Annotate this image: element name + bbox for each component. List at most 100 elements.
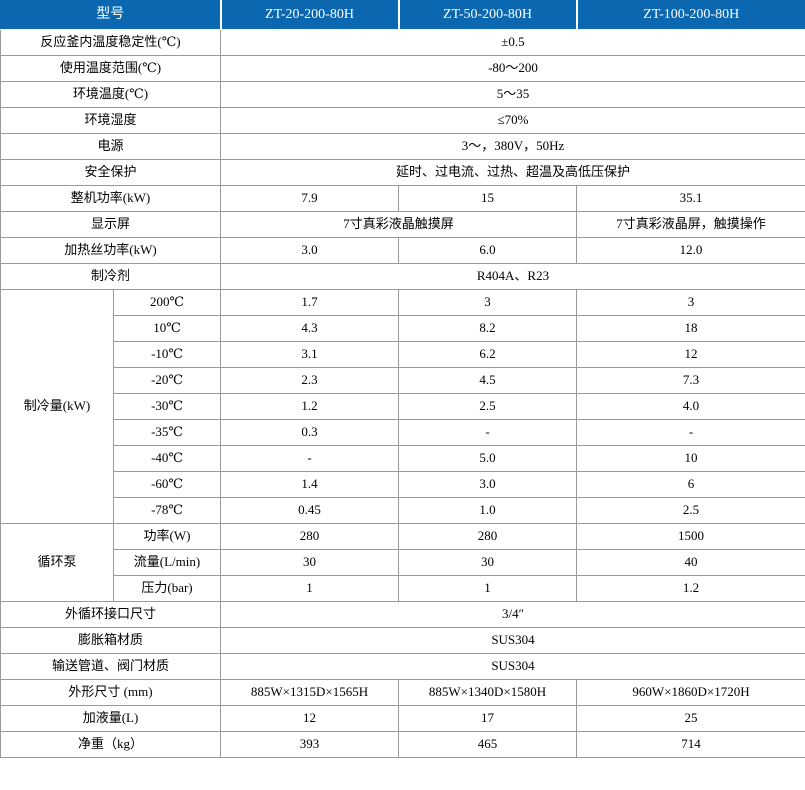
row-value-merged: SUS304 [220, 627, 805, 654]
cooling-value-1: 2.3 [220, 367, 399, 394]
pump-row: 压力(bar) 1 1 1.2 [1, 575, 805, 602]
row-label: 电源 [0, 133, 221, 160]
pump-sub-label: 流量(L/min) [113, 549, 221, 576]
cooling-temp-label: 10℃ [113, 315, 221, 342]
row-label: 显示屏 [0, 211, 221, 238]
cooling-temp-label: -35℃ [113, 419, 221, 446]
row-value-merged-two: 7寸真彩液晶触摸屏 [220, 211, 577, 238]
table-row: 显示屏 7寸真彩液晶触摸屏 7寸真彩液晶屏，触摸操作 [0, 211, 805, 238]
table-row: 加热丝功率(kW) 3.0 6.0 12.0 [0, 237, 805, 264]
cooling-value-1: 0.45 [220, 497, 399, 524]
pump-group-label: 循环泵 [0, 523, 114, 602]
cooling-value-3: 18 [576, 315, 805, 342]
pump-row: 循环泵 功率(W) 280 280 1500 [0, 523, 805, 602]
pump-value-2: 1 [398, 575, 577, 602]
pump-value-3: 1500 [576, 523, 805, 550]
row-label: 输送管道、阀门材质 [0, 653, 221, 680]
row-value-3: 7寸真彩液晶屏，触摸操作 [576, 211, 805, 238]
cooling-value-2: - [398, 419, 577, 446]
pump-value-1: 280 [220, 523, 399, 550]
row-label: 整机功率(kW) [0, 185, 221, 212]
cooling-value-1: 3.1 [220, 341, 399, 368]
row-label: 环境温度(℃) [0, 81, 221, 108]
cooling-value-2: 3 [398, 289, 577, 316]
row-label: 环境湿度 [0, 107, 221, 134]
table-row: 制冷剂 R404A、R23 [0, 263, 805, 290]
row-label: 加液量(L) [0, 705, 221, 732]
cooling-row: 制冷量(kW) 200℃ 1.7 3 3 [0, 289, 805, 524]
row-value-2: 6.0 [398, 237, 577, 264]
row-label: 膨胀箱材质 [0, 627, 221, 654]
row-value-merged: R404A、R23 [220, 263, 805, 290]
cooling-row: -20℃ 2.3 4.5 7.3 [1, 367, 805, 394]
cooling-value-2: 3.0 [398, 471, 577, 498]
pump-sub-label: 功率(W) [113, 523, 221, 550]
cooling-row: -30℃ 1.2 2.5 4.0 [1, 393, 805, 420]
table-body: 反应釜内温度稳定性(℃) ±0.5 使用温度范围(℃) -80〜200 环境温度… [0, 29, 805, 758]
cooling-temp-label: -20℃ [113, 367, 221, 394]
table-row: 整机功率(kW) 7.9 15 35.1 [0, 185, 805, 212]
table-row: 净重（kg） 393 465 714 [0, 731, 805, 758]
row-value-merged: 3〜，380V，50Hz [220, 133, 805, 160]
row-value-1: 393 [220, 731, 399, 758]
row-value-1: 885W×1315D×1565H [220, 679, 399, 706]
table-row: 外循环接口尺寸 3/4″ [0, 601, 805, 628]
cooling-value-1: 1.7 [220, 289, 399, 316]
table-row: 加液量(L) 12 17 25 [0, 705, 805, 732]
specification-table: 型号 ZT-20-200-80H ZT-50-200-80H ZT-100-20… [0, 0, 805, 758]
row-value-merged: 3/4″ [220, 601, 805, 628]
table-row: 环境温度(℃) 5〜35 [0, 81, 805, 108]
pump-row: 流量(L/min) 30 30 40 [1, 549, 805, 576]
row-value-3: 714 [576, 731, 805, 758]
cooling-temp-label: -78℃ [113, 497, 221, 524]
pump-value-3: 40 [576, 549, 805, 576]
header-model-3: ZT-100-200-80H [575, 0, 805, 30]
row-value-merged: ±0.5 [220, 29, 805, 56]
row-value-merged: -80〜200 [220, 55, 805, 82]
row-value-2: 17 [398, 705, 577, 732]
row-label: 外形尺寸 (mm) [0, 679, 221, 706]
cooling-row: -10℃ 3.1 6.2 12 [1, 341, 805, 368]
cooling-value-2: 6.2 [398, 341, 577, 368]
cooling-temp-label: 200℃ [113, 289, 221, 316]
row-value-3: 25 [576, 705, 805, 732]
cooling-value-3: 7.3 [576, 367, 805, 394]
row-value-1: 12 [220, 705, 399, 732]
row-value-1: 7.9 [220, 185, 399, 212]
cooling-value-1: 0.3 [220, 419, 399, 446]
row-value-2: 885W×1340D×1580H [398, 679, 577, 706]
cooling-value-3: 12 [576, 341, 805, 368]
cooling-row: 10℃ 4.3 8.2 18 [1, 315, 805, 342]
cooling-value-1: - [220, 445, 399, 472]
pump-value-3: 1.2 [576, 575, 805, 602]
cooling-value-1: 4.3 [220, 315, 399, 342]
cooling-value-3: 3 [576, 289, 805, 316]
table-row: 外形尺寸 (mm) 885W×1315D×1565H 885W×1340D×15… [0, 679, 805, 706]
row-label: 安全保护 [0, 159, 221, 186]
table-row: 输送管道、阀门材质 SUS304 [0, 653, 805, 680]
header-model-2: ZT-50-200-80H [397, 0, 577, 30]
cooling-temp-label: -10℃ [113, 341, 221, 368]
cooling-value-3: 10 [576, 445, 805, 472]
pump-value-1: 30 [220, 549, 399, 576]
pump-value-2: 30 [398, 549, 577, 576]
cooling-value-3: 6 [576, 471, 805, 498]
row-label: 外循环接口尺寸 [0, 601, 221, 628]
table-row: 安全保护 延时、过电流、过热、超温及高低压保护 [0, 159, 805, 186]
cooling-value-3: - [576, 419, 805, 446]
table-row: 反应釜内温度稳定性(℃) ±0.5 [0, 29, 805, 56]
table-row: 电源 3〜，380V，50Hz [0, 133, 805, 160]
cooling-value-2: 2.5 [398, 393, 577, 420]
header-model-1: ZT-20-200-80H [219, 0, 399, 30]
table-row: 膨胀箱材质 SUS304 [0, 627, 805, 654]
row-value-3: 12.0 [576, 237, 805, 264]
row-label: 加热丝功率(kW) [0, 237, 221, 264]
row-value-merged: 5〜35 [220, 81, 805, 108]
row-value-2: 15 [398, 185, 577, 212]
cooling-value-1: 1.4 [220, 471, 399, 498]
cooling-value-2: 4.5 [398, 367, 577, 394]
cooling-temp-label: -60℃ [113, 471, 221, 498]
cooling-row: -60℃ 1.4 3.0 6 [1, 471, 805, 498]
cooling-value-3: 2.5 [576, 497, 805, 524]
pump-value-1: 1 [220, 575, 399, 602]
